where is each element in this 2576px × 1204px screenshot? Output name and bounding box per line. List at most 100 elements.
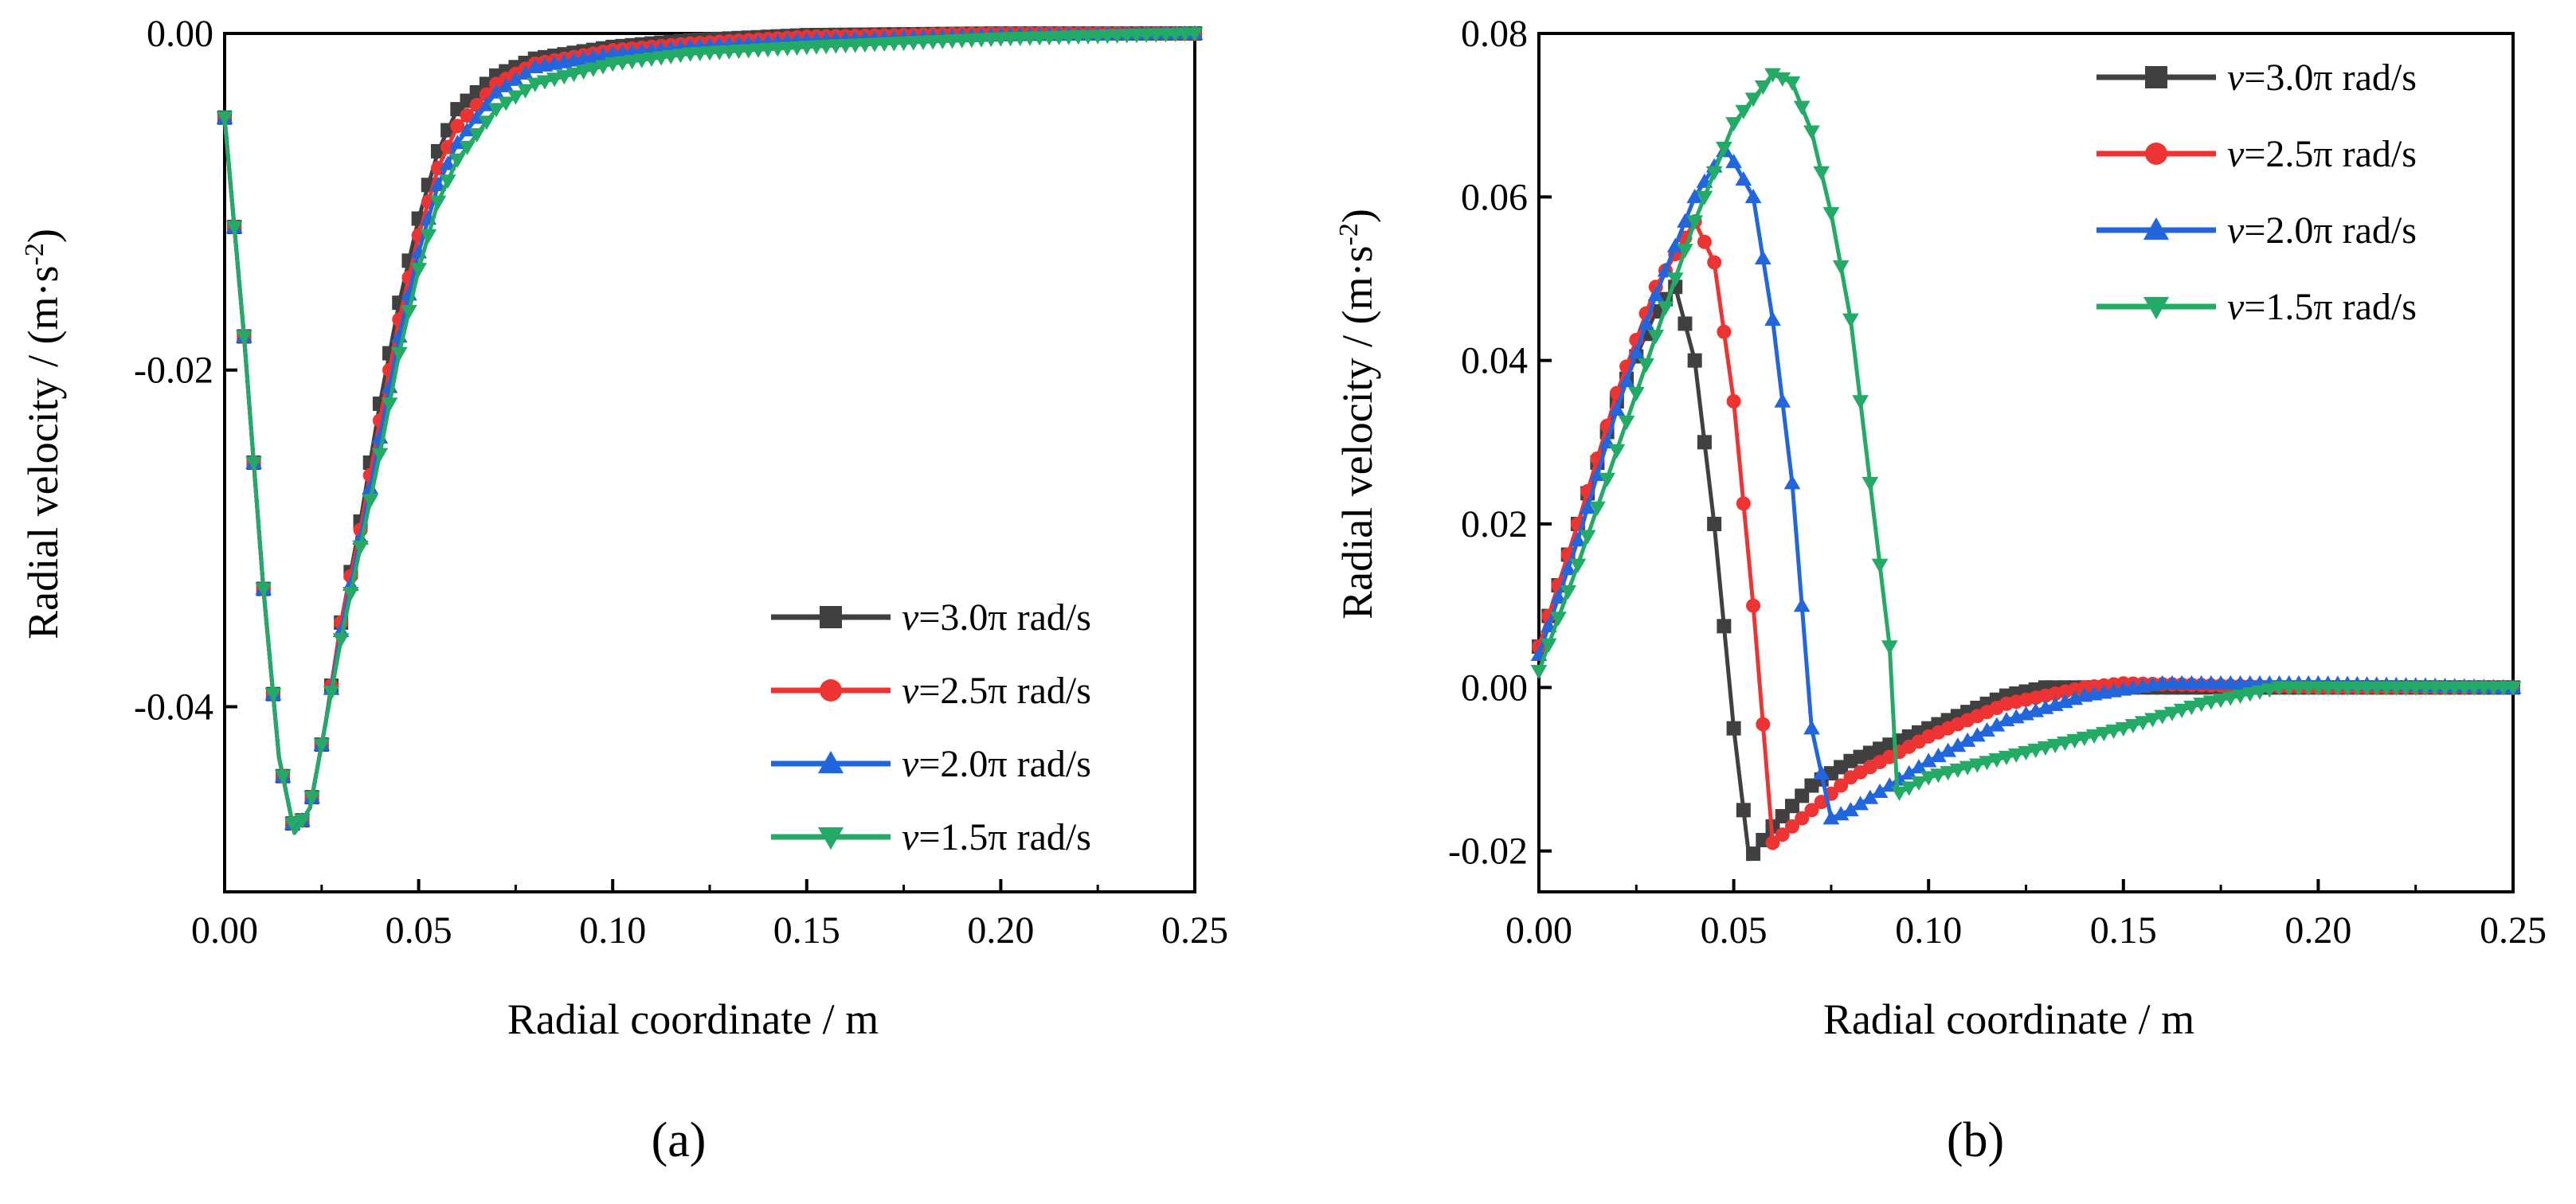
panel-b-series-3-point [2261, 683, 2278, 698]
panel-a-series-layer [216, 25, 1204, 835]
panel-b-series-2-point [1638, 315, 1654, 330]
panel-a-series-3-point [527, 77, 544, 92]
panel-b-x-tick-label: 0.05 [1701, 909, 1768, 952]
panel-b-series-2-point [1725, 153, 1742, 169]
panel-a-series-3-point [633, 53, 651, 68]
panel-b-legend-label-0: v=3.0π rad/s [2227, 57, 2417, 99]
panel-a-chart: 0.00 0.05 0.10 0.15 0.20 0.25 0.00 -0.02 -0.04 R… [19, 13, 1228, 1167]
panel-a-legend-label-0: v=3.0π rad/s [902, 596, 1091, 639]
panel-b-series-3-point [2007, 748, 2025, 763]
panel-b-series-2-point [1647, 287, 1665, 302]
panel-a-series-3-point [575, 64, 593, 80]
panel-a-series-3-point [652, 51, 670, 66]
panel-a-series-2-point [439, 155, 456, 170]
panel-b-series-3-point [2037, 741, 2054, 756]
panel-a-series-3-point [342, 587, 359, 602]
panel-b-series-0-point [1707, 517, 1722, 531]
panel-b-series-3-point [1862, 476, 1879, 492]
panel-b-series-3-point [1579, 530, 1596, 545]
panel-a-x-tick-label: 0.10 [579, 909, 646, 952]
panel-b-chart: 0.00 0.05 0.10 0.15 0.20 0.25 0.08 0.06 0.04 0.02… [1333, 13, 2547, 1167]
panel-a-series-3-point [352, 540, 369, 556]
panel-b-series-2-point [1783, 475, 1801, 490]
panel-b-series-3-point [2066, 733, 2083, 749]
panel-b-series-2-point [1852, 796, 1869, 811]
panel-b-series-0-point [1697, 435, 1712, 450]
panel-b-series-3-point [2144, 713, 2161, 728]
panel-b-y-axis-label: Radial velocity / (m·s-2) [1333, 209, 1381, 620]
panel-b-series-3-point [1608, 444, 1626, 459]
panel-b-series-2-point [1764, 311, 1781, 326]
panel-a-y-tick-label: -0.02 [134, 350, 213, 392]
panel-b-series-3-point [1959, 760, 1976, 776]
panel-a-y-axis-label-close: ) [19, 229, 67, 243]
panel-a-x-tick-label: 0.25 [1161, 909, 1228, 952]
panel-b-series-3-point [1569, 558, 1587, 573]
panel-a-legend-label-var-2: v [902, 743, 919, 785]
panel-b-series-1-point [1697, 234, 1712, 249]
panel-b-series-1-point [1746, 598, 1761, 613]
panel-b-series-3-point [2046, 738, 2064, 753]
panel-b-series-2-point [1803, 720, 1820, 735]
panel-b-series-2-point [1969, 727, 1986, 742]
panel-a-series-1-point [440, 139, 456, 154]
panel-a-series-2-line [222, 31, 1196, 835]
panel-b-series-3-point [1910, 776, 1928, 792]
panel-a-legend-label-rest-0: =3.0π rad/s [918, 596, 1091, 639]
panel-a-series-3-point [604, 57, 621, 72]
panel-b-series-1-point [1795, 811, 1810, 826]
panel-a-series-3-point [313, 738, 331, 753]
panel-b-series-2-point [1677, 213, 1693, 228]
panel-b-legend-label-rest-1: =2.5π rad/s [2244, 133, 2417, 175]
panel-a-series-3-point [323, 686, 340, 701]
panel-b-series-1-point [1726, 394, 1741, 408]
panel-a-series-3-point [225, 221, 243, 236]
panel-a-legend-marker-2 [817, 750, 844, 774]
panel-b-series-2-point [1560, 561, 1577, 576]
panel-b-series-0-point [1746, 846, 1761, 862]
panel-b-series-3-point [2202, 695, 2220, 710]
panel-a-series-3-point [478, 115, 495, 131]
panel-b-series-2-point [1930, 747, 1947, 763]
panel-a-series-3-point [371, 448, 389, 463]
panel-b-series-3-point [1540, 638, 1557, 653]
panel-b-series-0-point [1736, 803, 1751, 818]
panel-a-series-2-point [497, 77, 515, 92]
panel-b-series-3-point [1686, 215, 1704, 230]
panel-b-series-2-point [1793, 597, 1811, 612]
panel-b-series-3-point [2095, 726, 2112, 742]
panel-a-series-3-point [662, 49, 679, 64]
panel-a-y-axis-label: Radial velocity / (m·s-2) [19, 229, 67, 639]
panel-a-legend-label-2: v=2.0π rad/s [902, 743, 1091, 785]
panel-b-x-axis-label: Radial coordinate / m [1823, 995, 2194, 1043]
panel-b-x-tick-label: 0.25 [2480, 909, 2547, 952]
panel-a-series-3-line [222, 31, 1196, 835]
panel-a-legend-label-var-3: v [902, 816, 919, 858]
panel-b-series-3-point [1735, 104, 1752, 119]
panel-a-series-3-point [594, 60, 612, 75]
panel-b-series-3-point [2212, 693, 2230, 709]
panel-a-x-tick-label: 0.05 [386, 909, 452, 952]
panel-b-series-3-point [1822, 207, 1840, 222]
panel-b-series-3-point [1705, 166, 1723, 181]
panel-b-series-1-point [1717, 324, 1732, 339]
panel-b-series-3-point [1920, 771, 1937, 786]
panel-b-series-3-point [1716, 141, 1732, 157]
panel-b-series-3-point [2222, 691, 2239, 706]
panel-b-x-tick-label: 0.20 [2284, 909, 2351, 952]
panel-b-series-3-point [1618, 415, 1635, 431]
panel-b-legend-label-var-3: v [2227, 286, 2245, 328]
panel-b-series-2-point [1666, 237, 1684, 252]
panel-b-y-tick-label: -0.02 [1448, 831, 1528, 873]
panel-a-series-3-point [1186, 27, 1204, 42]
panel-a-series-3-point [614, 56, 631, 71]
panel-b-series-2-point [1569, 532, 1587, 547]
panel-a-x-tick-label: 0.15 [773, 909, 840, 952]
panel-b-series-3-point [1930, 768, 1947, 784]
panel-b-series-3-point [1813, 166, 1830, 181]
panel-a-series-3-point [555, 70, 573, 85]
panel-b-series-3-point [1725, 117, 1742, 132]
panel-b-series-3-point [2173, 703, 2190, 718]
panel-b-series-3-point [1803, 125, 1820, 140]
